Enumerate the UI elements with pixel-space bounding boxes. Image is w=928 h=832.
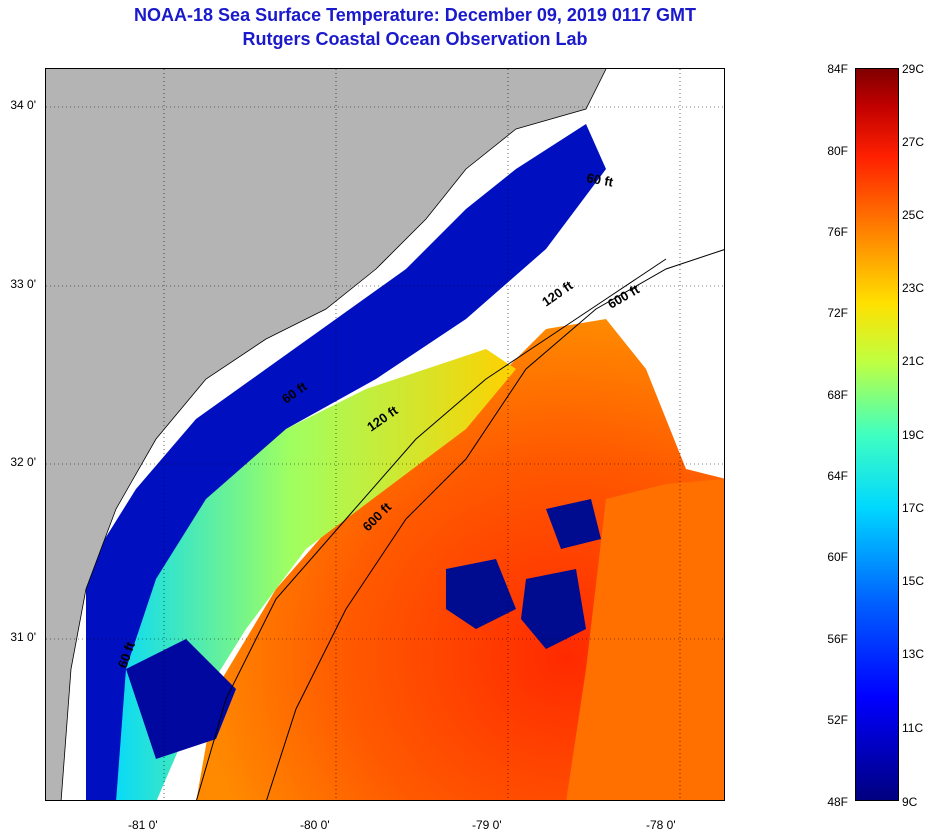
colorbar-f-label: 48F	[827, 795, 848, 809]
colorbar-c-label: 9C	[902, 795, 918, 809]
colorbar-f-label: 84F	[827, 62, 848, 76]
contour-600ft	[266, 249, 724, 800]
colorbar-f-label: 76F	[827, 225, 848, 239]
colorbar-c-label: 27C	[902, 135, 925, 149]
lon-label-79: -79 0'	[472, 818, 502, 832]
colorbar-f-label: 64F	[827, 469, 848, 483]
lon-label-78: -78 0'	[646, 818, 676, 832]
colorbar-f-label: 80F	[827, 144, 848, 158]
graticule	[46, 69, 724, 800]
colorbar-c-label: 25C	[902, 208, 925, 222]
contour-120ft	[196, 258, 667, 800]
warm-water-east	[566, 479, 724, 800]
colorbar-f-label: 56F	[827, 632, 848, 646]
lat-label-34: 34 0'	[10, 98, 36, 112]
cold-water-pocket	[126, 639, 236, 759]
lat-label-33: 33 0'	[10, 277, 36, 291]
colorbar-c-label: 13C	[902, 647, 925, 661]
map-title: NOAA-18 Sea Surface Temperature: Decembe…	[134, 5, 696, 25]
cold-patch-1	[446, 559, 516, 629]
cold-patch-3	[546, 499, 601, 549]
cold-water-nearshore	[86, 124, 606, 800]
sst-map[interactable]: 60 ft 120 ft 600 ft 60 ft 120 ft 600 ft …	[45, 68, 725, 801]
cold-patch-2	[521, 569, 586, 649]
colorbar-f-label: 52F	[827, 713, 848, 727]
temperature-colorbar	[855, 68, 899, 801]
map-subtitle: Rutgers Coastal Ocean Observation Lab	[242, 29, 588, 49]
land-mass	[46, 69, 606, 800]
colorbar-c-label: 11C	[902, 721, 924, 735]
colorbar-c-label: 29C	[902, 62, 925, 76]
colorbar-f-label: 68F	[827, 388, 848, 402]
colorbar-c-label: 17C	[902, 501, 925, 515]
colorbar-c-label: 23C	[902, 281, 925, 295]
contour-label-60ft-north: 60 ft	[585, 170, 615, 190]
colorbar-c-label: 21C	[902, 354, 925, 368]
sst-map-canvas: 60 ft 120 ft 600 ft 60 ft 120 ft 600 ft …	[46, 69, 724, 800]
colorbar-f-label: 72F	[827, 306, 848, 320]
lat-label-32: 32 0'	[10, 455, 36, 469]
lon-label-81: -81 0'	[128, 818, 158, 832]
colorbar-f-label: 60F	[827, 550, 848, 564]
colorbar-c-label: 19C	[902, 428, 925, 442]
lat-label-31: 31 0'	[10, 630, 36, 644]
coastline	[60, 69, 607, 800]
colorbar-c-label: 15C	[902, 574, 925, 588]
lon-label-80: -80 0'	[300, 818, 330, 832]
